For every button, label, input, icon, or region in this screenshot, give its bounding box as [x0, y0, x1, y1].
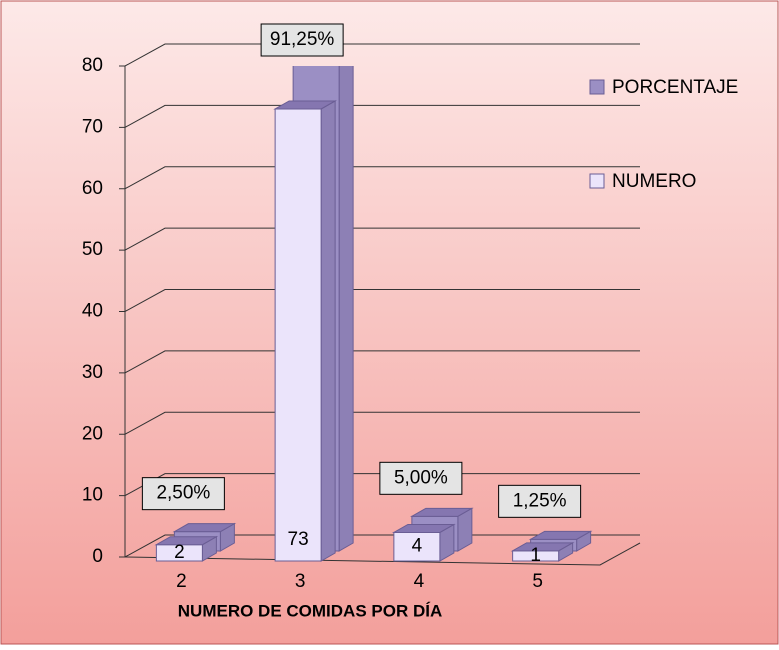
data-label: 91,25%	[270, 29, 335, 50]
legend-swatch	[589, 79, 605, 95]
x-tick-label: 4	[414, 571, 425, 592]
x-tick-label: 3	[295, 571, 306, 592]
data-label: 1,25%	[513, 490, 567, 511]
grid-line	[124, 104, 640, 128]
data-label-box	[379, 461, 463, 495]
grid-line	[124, 350, 640, 374]
grid-line	[124, 473, 640, 497]
grid-line	[124, 411, 640, 435]
y-tick-label: 40	[82, 301, 103, 322]
bar-top	[172, 523, 237, 533]
y-tick-label: 30	[82, 362, 103, 383]
bar-top	[154, 536, 219, 546]
y-tick-label: 0	[92, 546, 103, 567]
bar-side	[320, 100, 336, 562]
data-label: 2	[174, 542, 185, 563]
y-tick-label: 50	[82, 239, 103, 260]
bar-top	[409, 507, 474, 517]
data-label: 2,50%	[156, 483, 210, 504]
data-label-box	[498, 484, 582, 518]
x-tick-label: 2	[176, 571, 187, 592]
bar-top	[528, 530, 593, 540]
data-label: 5,00%	[394, 467, 448, 488]
grid-line	[124, 227, 640, 251]
legend-label: NUMERO	[612, 171, 696, 192]
y-tick-label: 60	[82, 178, 103, 199]
data-label: 73	[288, 529, 309, 550]
bars	[154, 66, 593, 562]
x-tick-label: 5	[532, 571, 543, 592]
y-tick-label: 10	[82, 485, 103, 506]
bar	[393, 531, 441, 562]
grid-line	[124, 43, 640, 67]
grid-line	[124, 289, 640, 312]
grid-line	[124, 166, 640, 190]
x-axis-title: NUMERO DE COMIDAS POR DÍA	[178, 601, 442, 620]
bar-top	[510, 542, 575, 552]
y-tick-label: 70	[82, 116, 103, 137]
data-label: 4	[412, 536, 423, 557]
y-tick-label: 20	[82, 423, 103, 444]
bar-top	[391, 523, 456, 533]
y-tick-label: 80	[82, 55, 103, 76]
legend-label: PORCENTAJE	[612, 77, 738, 98]
data-label: 1	[530, 545, 541, 566]
bar-top	[273, 100, 338, 110]
data-label-box	[260, 23, 344, 57]
bar	[274, 108, 322, 562]
data-label-box	[141, 477, 225, 511]
bar-side	[338, 66, 354, 552]
legend-swatch	[589, 173, 605, 189]
grid-line	[124, 534, 640, 558]
